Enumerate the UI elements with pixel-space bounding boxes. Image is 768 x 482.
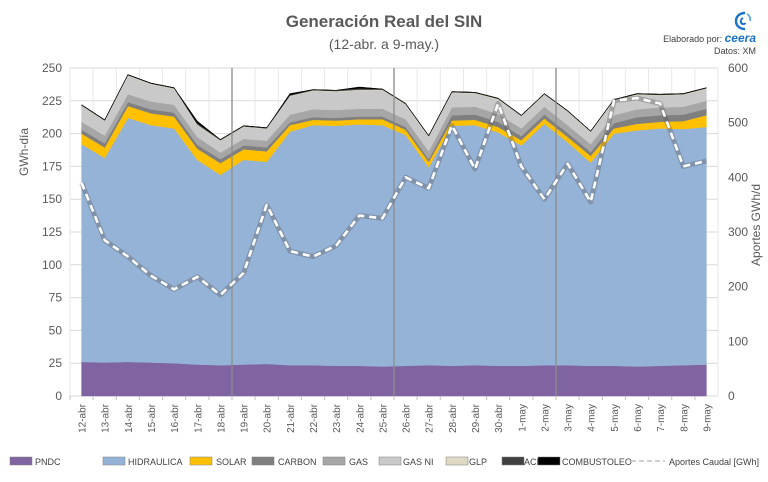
legend-label-acpm: ACPM [524, 457, 550, 467]
x-tick-label: 2-may [540, 404, 551, 432]
area-combustoleo [81, 74, 707, 140]
y2-tick-label: 600 [728, 61, 748, 75]
y2-tick-label: 0 [728, 389, 735, 403]
x-tick-label: 22-abr [309, 403, 320, 433]
credits-label: Elaborado por: [663, 34, 723, 44]
x-tick-label: 29-abr [471, 403, 482, 433]
legend-swatch-carbon [251, 456, 275, 466]
axes: 0 25 50 75 100 125 150 175 200 225 250 0 100 200 300 40… [17, 61, 763, 433]
legend-label-combustoleo: COMBUSTOLEO [562, 457, 632, 467]
y-tick-label: 200 [42, 127, 62, 141]
x-tick-label: 23-abr [332, 403, 343, 433]
legend-swatch-solar [189, 456, 213, 466]
legend-swatch-glp [445, 456, 469, 466]
legend-label-carbon: CARBON [278, 457, 317, 467]
legend-label-gas-ni: GAS NI [403, 457, 434, 467]
legend-label-glp: GLP [469, 457, 487, 467]
y2-tick-label: 300 [728, 225, 748, 239]
legend: PNDC HIDRAULICA SOLAR CARBON GAS GAS NI GLP ACP… [9, 456, 759, 467]
y-tick-label: 250 [42, 61, 62, 75]
x-tick-label: 28-abr [448, 403, 459, 433]
legend-swatch-pndc [9, 456, 33, 466]
legend-label-gas: GAS [349, 457, 368, 467]
x-tick-label: 3-may [564, 404, 575, 432]
y-tick-label: 0 [55, 389, 62, 403]
x-tick-label: 7-may [656, 404, 667, 432]
credits-source: Datos: XM [713, 46, 756, 56]
x-tick-label: 14-abr [124, 403, 135, 433]
y-tick-label: 100 [42, 258, 62, 272]
x-tick-label: 17-abr [193, 403, 204, 433]
credits: Elaborado por: ceera Datos: XM [663, 32, 756, 57]
ceera-logo-icon [734, 11, 752, 31]
legend-label-pndc: PNDC [35, 457, 61, 467]
x-tick-label: 24-abr [355, 403, 366, 433]
aportes-line [79, 95, 707, 298]
legend-label-solar: SOLAR [216, 457, 247, 467]
y-tick-label: 150 [42, 192, 62, 206]
y-tick-label: 25 [49, 356, 63, 370]
x-tick-label: 6-may [633, 404, 644, 432]
legend-swatch-gas-ni [378, 456, 402, 466]
y-tick-label: 75 [49, 291, 63, 305]
x-tick-label: 13-abr [101, 403, 112, 433]
x-tick-label: 9-may [702, 404, 713, 432]
legend-swatch-hidraulica [102, 456, 126, 466]
y-tick-label: 175 [42, 159, 62, 173]
x-tick-label: 18-abr [216, 403, 227, 433]
x-tick-label: 4-may [587, 404, 598, 432]
y2-tick-label: 200 [728, 280, 748, 294]
credits-brand: ceera [724, 31, 756, 45]
x-tick-label: 1-may [517, 404, 528, 432]
x-tick-label: 30-abr [494, 403, 505, 433]
x-tick-label: 19-abr [240, 403, 251, 433]
y-tick-label: 125 [42, 225, 62, 239]
x-tick-label: 21-abr [286, 403, 297, 433]
y2-axis-title: Aportes GWh/d [749, 184, 763, 266]
y-tick-label: 50 [49, 323, 63, 337]
x-tick-label: 20-abr [263, 403, 274, 433]
y2-tick-label: 400 [728, 170, 748, 184]
x-tick-label: 27-abr [425, 403, 436, 433]
x-tick-label: 16-abr [170, 403, 181, 433]
chart-title: Generación Real del SIN [285, 12, 483, 31]
aportes-line-path [80, 96, 707, 297]
x-tick-label: 12-abr [78, 403, 89, 433]
y-tick-label: 225 [42, 94, 62, 108]
legend-label-aportes: Aportes Caudal [GWh] [669, 457, 759, 467]
y2-tick-label: 100 [728, 334, 748, 348]
y2-tick-label: 500 [728, 116, 748, 130]
y-axis-title: GWh-día [17, 128, 31, 176]
x-tick-label: 25-abr [378, 403, 389, 433]
legend-swatch-gas [322, 456, 346, 466]
x-tick-label: 15-abr [147, 403, 158, 433]
x-tick-label: 8-may [679, 404, 690, 432]
legend-swatch-acpm [501, 456, 525, 466]
chart-subtitle: (12-abr. a 9-may.) [328, 36, 440, 52]
legend-swatch-combustoleo [537, 456, 561, 466]
x-tick-label: 5-may [610, 404, 621, 432]
x-tick-label: 26-abr [402, 403, 413, 433]
legend-label-hidraulica: HIDRAULICA [128, 457, 183, 467]
week-separators [231, 68, 557, 396]
